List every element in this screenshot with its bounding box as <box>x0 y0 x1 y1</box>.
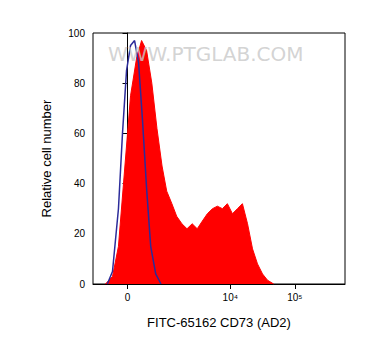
svg-text:0: 0 <box>125 292 131 303</box>
svg-text:10⁵: 10⁵ <box>287 292 302 303</box>
svg-text:10⁴: 10⁴ <box>223 292 238 303</box>
svg-text:0: 0 <box>79 279 85 290</box>
svg-text:20: 20 <box>74 228 86 239</box>
svg-text:100: 100 <box>68 28 85 39</box>
svg-text:Relative cell number: Relative cell number <box>39 99 54 217</box>
svg-text:80: 80 <box>74 78 86 89</box>
svg-text:40: 40 <box>74 178 86 189</box>
svg-text:FITC-65162 CD73 (AD2): FITC-65162 CD73 (AD2) <box>147 315 291 330</box>
svg-text:60: 60 <box>74 128 86 139</box>
svg-text:WWW.PTGLAB.COM: WWW.PTGLAB.COM <box>108 42 304 66</box>
